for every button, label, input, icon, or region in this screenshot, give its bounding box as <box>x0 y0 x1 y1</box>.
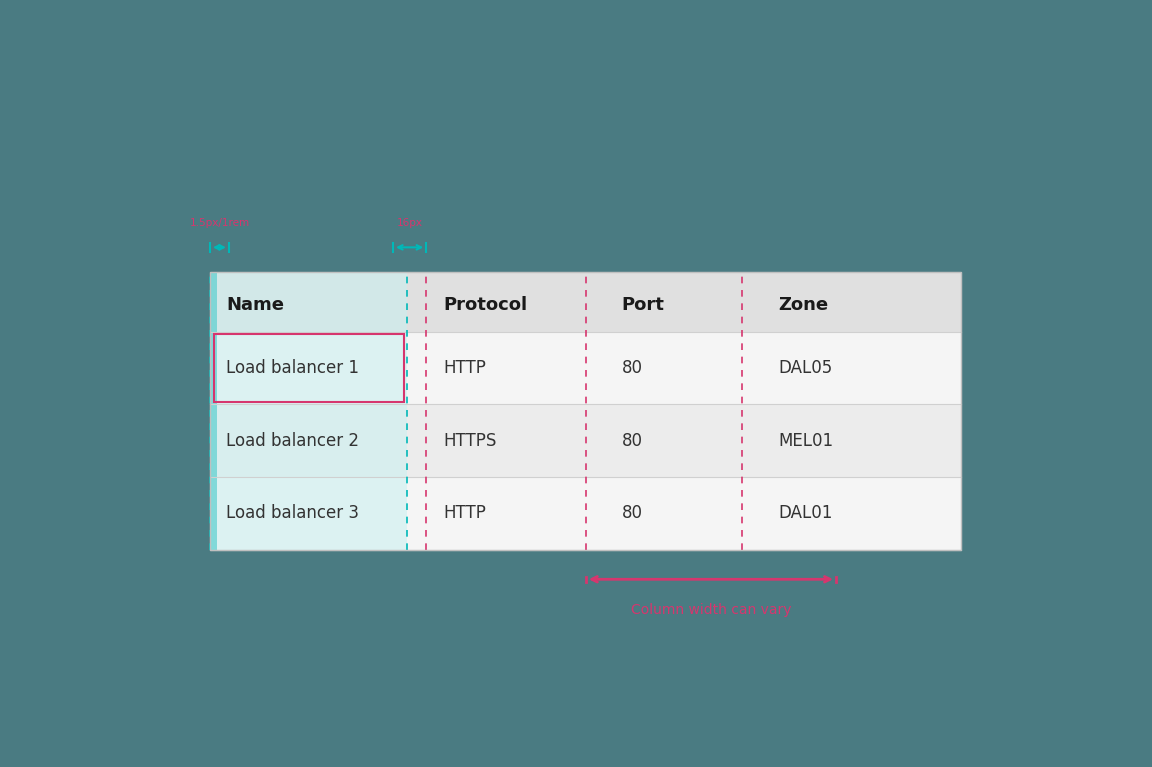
Text: Column width can vary: Column width can vary <box>630 603 791 617</box>
Bar <box>213 334 404 402</box>
Text: 80: 80 <box>622 432 643 449</box>
Text: Protocol: Protocol <box>444 296 528 314</box>
Bar <box>210 272 961 550</box>
Text: Name: Name <box>226 296 285 314</box>
Text: DAL05: DAL05 <box>778 359 832 377</box>
Text: 1.5px/1rem: 1.5px/1rem <box>189 218 250 228</box>
Text: Port: Port <box>622 296 665 314</box>
Bar <box>210 272 961 550</box>
Bar <box>210 272 961 332</box>
Text: HTTP: HTTP <box>444 505 486 522</box>
Text: Load balancer 3: Load balancer 3 <box>226 505 359 522</box>
Bar <box>210 272 218 550</box>
Text: Zone: Zone <box>778 296 828 314</box>
Bar <box>210 332 961 404</box>
Text: Load balancer 1: Load balancer 1 <box>226 359 359 377</box>
Bar <box>210 404 961 477</box>
Text: MEL01: MEL01 <box>778 432 833 449</box>
Text: HTTP: HTTP <box>444 359 486 377</box>
Bar <box>210 272 408 550</box>
Bar <box>210 477 961 550</box>
Text: 16px: 16px <box>396 218 423 228</box>
Text: 80: 80 <box>622 505 643 522</box>
Text: HTTPS: HTTPS <box>444 432 497 449</box>
Text: Load balancer 2: Load balancer 2 <box>226 432 359 449</box>
Text: 80: 80 <box>622 359 643 377</box>
Text: DAL01: DAL01 <box>778 505 832 522</box>
